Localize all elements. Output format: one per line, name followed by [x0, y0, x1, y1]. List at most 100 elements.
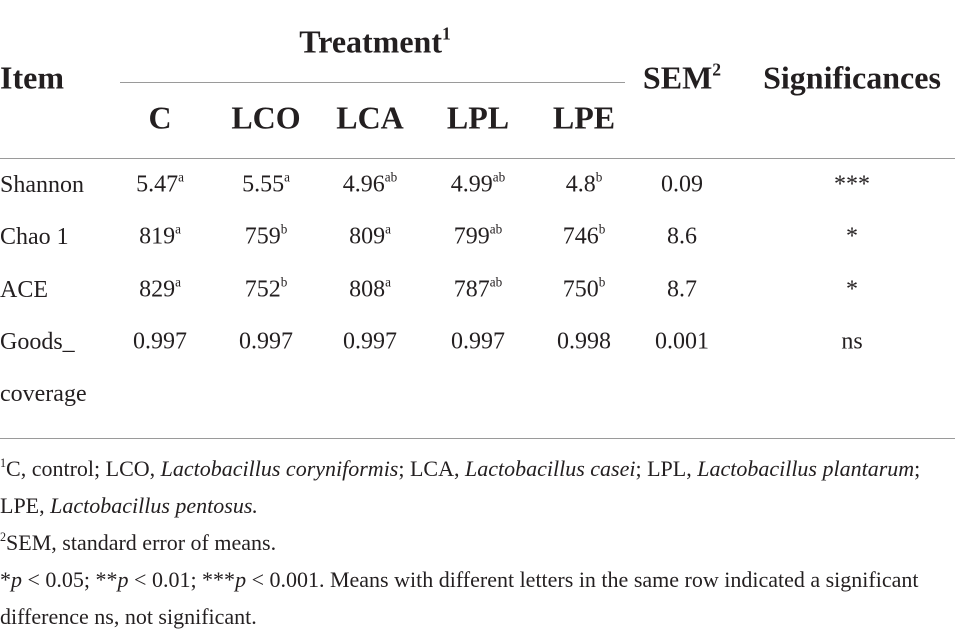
footnote-text: < 0.01; ***: [128, 567, 236, 592]
footnote-text: *: [0, 567, 11, 592]
cell: 809a: [349, 221, 391, 251]
cell: 5.55a: [242, 169, 290, 199]
cell-value: 829: [139, 276, 176, 303]
cell: 759b: [244, 221, 288, 251]
footnote-text: p: [117, 567, 129, 592]
footnote: *p < 0.05; **p < 0.01; ***p < 0.001. Mea…: [0, 561, 955, 635]
item-header: Item: [0, 59, 64, 96]
footnote-text: SEM, standard error of means.: [6, 530, 277, 555]
sem-value: 0.001: [655, 328, 709, 355]
footnote-text: ; LPL,: [635, 456, 698, 481]
footnote-text: < 0.05; **: [22, 567, 118, 592]
cell: 752b: [244, 274, 288, 304]
footnote-text: Lactobacillus coryniformis: [160, 456, 399, 481]
cell-value: 0.997: [451, 328, 505, 355]
footnote-text: Lactobacillus casei: [465, 456, 636, 481]
significance-value: *: [846, 276, 858, 303]
significance-value: ***: [834, 171, 870, 198]
cell-letter: a: [175, 274, 181, 290]
cell-value: 808: [349, 276, 386, 303]
sem-value: 0.09: [661, 171, 703, 198]
footnote-text: p: [11, 567, 22, 592]
cell: 5.47a: [136, 169, 184, 199]
footnote-text: p: [235, 567, 247, 592]
sem-value: 8.7: [667, 276, 697, 303]
cell: 4.99ab: [450, 169, 506, 199]
footnotes: 1C, control; LCO, Lactobacillus corynifo…: [0, 450, 955, 635]
footnote-text: Lactobacillus plantarum: [697, 456, 915, 481]
significance-value: ns: [841, 328, 863, 355]
cell-value: 809: [349, 223, 386, 250]
cell-value: 752: [244, 276, 281, 303]
cell: 787ab: [453, 274, 503, 304]
cell-letter: a: [175, 221, 181, 237]
footnote-text: Lactobacillus pentosus.: [50, 493, 258, 518]
row-label: Chao 1: [0, 224, 69, 250]
cell-letter: ab: [489, 221, 503, 237]
column-header: LPE: [552, 99, 616, 136]
cell: 0.997: [451, 329, 505, 356]
cell: 750b: [562, 274, 606, 304]
group-label: Treatment: [299, 23, 442, 60]
row-label: Shannon: [0, 172, 84, 198]
cell: 808a: [349, 274, 391, 304]
cell: 819a: [139, 221, 181, 251]
row-label: ACE: [0, 277, 48, 303]
sem-note: 2: [712, 59, 722, 80]
cell-letter: b: [280, 274, 288, 290]
footnote-text: < 0.001. Means with different letters in…: [0, 567, 924, 629]
cell-letter: b: [595, 169, 603, 185]
group-note: 1: [441, 23, 451, 44]
cell-value: 746: [562, 223, 599, 250]
cell: 0.998: [557, 329, 611, 356]
cell-value: 5.55: [242, 171, 285, 198]
cell-value: 4.8: [565, 171, 596, 198]
group-rule: [120, 82, 625, 83]
footnote-marker: 1: [0, 455, 7, 470]
cell: 4.96ab: [342, 169, 398, 199]
cell: 799ab: [453, 221, 503, 251]
cell: 746b: [562, 221, 606, 251]
cell-value: 787: [453, 276, 490, 303]
cell-value: 5.47: [136, 171, 179, 198]
cell-letter: a: [385, 221, 391, 237]
cell: 0.997: [239, 329, 293, 356]
cell: 0.997: [343, 329, 397, 356]
footnote-text: ; LCA,: [398, 456, 465, 481]
cell: 4.8b: [565, 169, 603, 199]
column-header: LCO: [231, 99, 301, 136]
cell-letter: b: [598, 274, 606, 290]
footnote: 1C, control; LCO, Lactobacillus corynifo…: [0, 450, 955, 524]
cell-value: 819: [139, 223, 176, 250]
column-header: LCA: [336, 99, 404, 136]
cell-value: 0.997: [343, 328, 397, 355]
sem-value: 8.6: [667, 223, 697, 250]
cell-value: 0.997: [133, 328, 187, 355]
cell: 829a: [139, 274, 181, 304]
cell-letter: b: [280, 221, 288, 237]
cell-value: 4.99: [450, 171, 493, 198]
cell-letter: a: [284, 169, 290, 185]
cell-value: 0.998: [557, 328, 611, 355]
footnote-marker: 2: [0, 529, 7, 544]
cell-letter: ab: [489, 274, 503, 290]
cell-value: 0.997: [239, 328, 293, 355]
cell-letter: ab: [384, 169, 398, 185]
cell: 0.997: [133, 329, 187, 356]
cell-letter: a: [385, 274, 391, 290]
cell-value: 4.96: [342, 171, 385, 198]
sem-header: SEM2: [643, 60, 721, 97]
significance-header: Significances: [763, 59, 941, 96]
cell-value: 799: [453, 223, 490, 250]
significance-value: *: [846, 223, 858, 250]
column-header: LPL: [446, 99, 510, 136]
cell-value: 750: [562, 276, 599, 303]
sem-label: SEM: [642, 59, 713, 96]
cell-letter: a: [178, 169, 184, 185]
row-label: Goods_ coverage: [0, 329, 87, 407]
cell-letter: b: [598, 221, 606, 237]
cell-value: 759: [244, 223, 281, 250]
header-rule: [0, 158, 955, 159]
cell-letter: ab: [492, 169, 506, 185]
